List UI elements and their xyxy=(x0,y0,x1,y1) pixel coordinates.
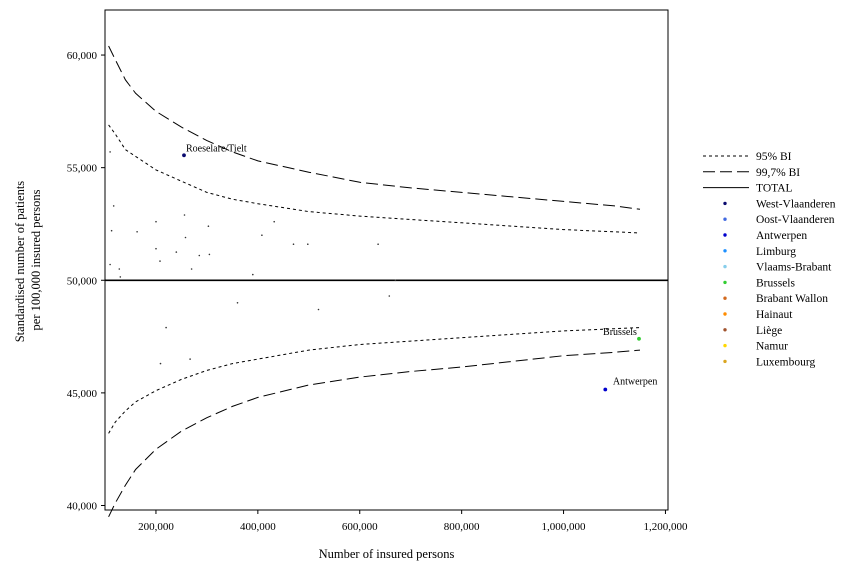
y-axis-label: Standardised number of patients per 100,… xyxy=(13,178,43,343)
x-tick-label: 200,000 xyxy=(138,521,174,533)
legend-swatch-dot xyxy=(723,296,727,300)
y-tick-label: 45,000 xyxy=(67,388,98,400)
legend-swatch-dot xyxy=(723,328,727,332)
x-tick-label: 1,200,000 xyxy=(643,521,688,533)
data-point xyxy=(394,279,397,282)
data-point xyxy=(136,231,138,233)
legend-label: 95% BI xyxy=(756,151,792,163)
x-axis-label: Number of insured persons xyxy=(319,547,455,561)
data-point xyxy=(252,273,254,276)
data-point xyxy=(159,362,162,365)
legend-label: Antwerpen xyxy=(756,230,807,242)
y-tick-label: 40,000 xyxy=(67,500,98,512)
legend-label: Brabant Wallon xyxy=(756,293,828,305)
y-axis-ticks: 40,000 45,000 50,000 55,000 60,000 xyxy=(67,50,105,512)
data-point xyxy=(207,225,210,227)
data-point xyxy=(184,236,187,239)
data-point xyxy=(261,234,263,236)
legend-label: Vlaams-Brabant xyxy=(756,262,832,274)
y-axis-label-line-1: Standardised number of patients xyxy=(13,181,27,343)
data-point xyxy=(159,260,161,262)
data-points xyxy=(109,151,641,392)
y-tick-label: 50,000 xyxy=(67,275,98,287)
x-tick-label: 800,000 xyxy=(444,521,480,533)
legend-swatch-dot xyxy=(723,264,727,269)
band-997-upper xyxy=(108,45,641,210)
legend-label: West-Vlaanderen xyxy=(756,198,836,210)
y-tick-label: 60,000 xyxy=(67,50,98,62)
x-tick-label: 600,000 xyxy=(342,521,378,533)
y-axis-label-line-2: per 100,000 insured persons xyxy=(29,189,43,330)
data-point xyxy=(155,247,157,250)
data-point xyxy=(109,151,111,153)
x-tick-label: 1,000,000 xyxy=(542,521,587,533)
data-point xyxy=(189,358,191,360)
x-tick-label: 400,000 xyxy=(240,521,276,533)
legend-swatch-dot xyxy=(723,233,727,237)
plot-frame xyxy=(104,9,669,511)
data-point xyxy=(112,205,115,207)
band-95-upper xyxy=(108,124,641,234)
legend: 95% BI 99,7% BI TOTAL West-Vlaanderen Oost-V… xyxy=(703,151,836,368)
legend-swatch-dot xyxy=(723,312,727,316)
point-annotations: Roeselare/Tielt Antwerpen Brussels xyxy=(186,143,657,387)
point-label: Antwerpen xyxy=(613,377,657,388)
legend-swatch-dot xyxy=(723,201,727,206)
legend-swatch-dot xyxy=(723,249,727,253)
data-point xyxy=(109,263,111,266)
data-point xyxy=(190,268,193,270)
legend-swatch-dot xyxy=(723,343,727,348)
data-point xyxy=(175,251,178,253)
data-point xyxy=(292,243,295,245)
band-95-lower xyxy=(108,327,641,434)
band-997-lower xyxy=(108,349,641,518)
data-point xyxy=(377,243,379,245)
legend-label: 99,7% BI xyxy=(756,167,800,179)
data-point xyxy=(165,326,167,329)
data-point xyxy=(603,387,608,392)
legend-label: TOTAL xyxy=(756,183,793,195)
data-point xyxy=(183,214,186,216)
data-point xyxy=(208,253,211,256)
data-point xyxy=(182,153,186,158)
data-point xyxy=(155,220,157,223)
legend-swatch-dot xyxy=(723,359,727,364)
y-tick-label: 55,000 xyxy=(67,163,98,175)
data-point xyxy=(110,229,113,232)
legend-label: Oost-Vlaanderen xyxy=(756,214,835,226)
data-point xyxy=(118,268,121,270)
legend-label: Liège xyxy=(756,325,782,337)
legend-label: Brussels xyxy=(756,277,796,289)
x-axis-ticks: 200,000 400,000 600,000 800,000 1,000,000 1,2… xyxy=(138,510,688,533)
data-point xyxy=(388,295,391,297)
data-point xyxy=(273,220,276,223)
data-point xyxy=(198,254,201,257)
point-label: Brussels xyxy=(603,327,637,338)
legend-label: Namur xyxy=(756,341,788,353)
data-point xyxy=(236,302,239,304)
legend-label: Hainaut xyxy=(756,309,793,321)
data-point xyxy=(119,276,122,278)
data-point xyxy=(637,336,641,341)
legend-swatch-dot xyxy=(723,217,727,221)
confidence-bands xyxy=(108,45,641,518)
point-label: Roeselare/Tielt xyxy=(186,143,247,154)
legend-label: Limburg xyxy=(756,246,796,258)
data-point xyxy=(307,243,309,245)
legend-swatch-dot xyxy=(723,280,727,285)
data-point xyxy=(317,308,320,311)
legend-label: Luxembourg xyxy=(756,356,815,368)
